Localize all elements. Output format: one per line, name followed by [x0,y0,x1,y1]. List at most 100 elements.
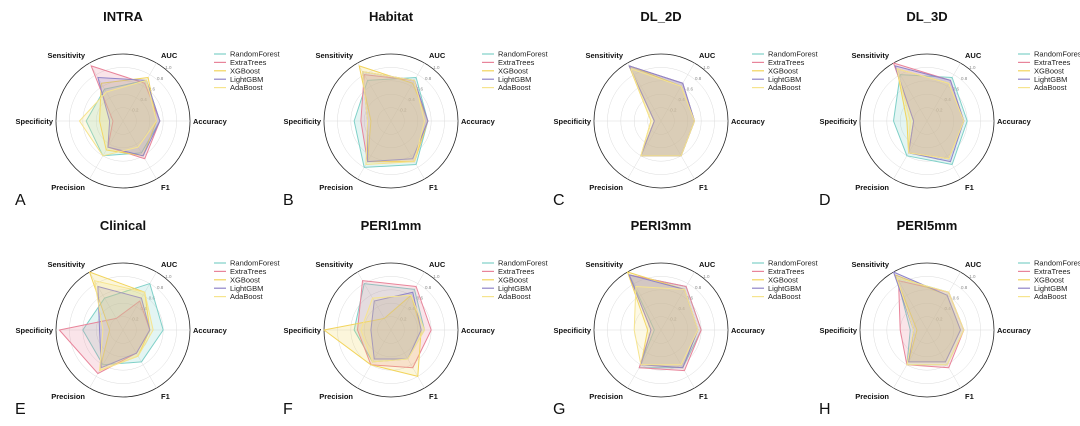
radar-panel-h: PERI5mm H AUC Accuracy F1 Precision Specificit… [819,218,1080,418]
series-adaboost [630,68,695,157]
axis-label: Precision [319,183,353,192]
legend-entry: ExtraTrees [230,267,267,276]
series-randomforest [893,74,968,166]
series-adaboost [896,68,965,160]
axis-label: AUC [965,260,982,269]
radar-spoke [627,62,662,122]
axis-label: Accuracy [193,117,228,126]
radial-tick-label: 1.0 [703,274,710,279]
radar-spoke [893,120,928,180]
radial-tick-label: 0.2 [936,107,943,112]
radar-panel-c: DL_2D C AUC Accuracy F1 Precision Specificity S… [553,9,819,209]
panel-title: PERI1mm [361,218,422,233]
legend-entry: LightGBM [230,284,263,293]
legend-entry: ExtraTrees [498,267,535,276]
radial-tick-label: 0.4 [409,306,416,311]
radial-tick-label: 0.8 [157,285,164,290]
radar-spoke [627,329,662,389]
axis-label: Sensitivity [315,51,353,60]
radial-tick-label: 1.0 [165,274,172,279]
radar-spoke [122,329,157,389]
axis-label: Precision [51,392,85,401]
radar-panel-g: PERI3mm G AUC Accuracy F1 Precision Specificit… [553,218,819,418]
radial-tick-label: 0.2 [400,316,407,321]
axis-label: Specificity [819,117,857,126]
radar-spoke [660,120,695,180]
axis-label: Accuracy [997,326,1032,335]
legend-entry: XGBoost [1034,275,1065,284]
legend-entry: ExtraTrees [498,58,535,67]
legend-entry: ExtraTrees [230,58,267,67]
radar-panel-f: PERI1mm F AUC Accuracy F1 Precision Specificit… [283,218,549,418]
radial-tick-label: 0.2 [670,107,677,112]
legend-entry: XGBoost [768,275,799,284]
axis-label: AUC [161,51,178,60]
series-adaboost [78,79,157,157]
axis-label: Specificity [283,117,321,126]
series-lightgbm [97,76,161,157]
legend-entry: XGBoost [230,275,261,284]
panel-label: G [553,401,565,418]
legend-entry: LightGBM [498,75,531,84]
panel-label: F [283,401,293,418]
legend-entry: LightGBM [768,284,801,293]
legend-entry: LightGBM [230,75,263,84]
radial-tick-label: 1.0 [433,274,440,279]
axis-label: Sensitivity [585,51,623,60]
legend-entry: ExtraTrees [1034,267,1071,276]
legend-entry: RandomForest [230,259,281,268]
radar-spoke [122,120,157,180]
axis-label: Accuracy [461,326,496,335]
radar-spoke [390,62,425,122]
radial-tick-label: 1.0 [969,274,976,279]
radial-tick-label: 0.4 [141,97,148,102]
radar-spoke [926,329,961,389]
axis-label: Sensitivity [315,260,353,269]
axis-label: Sensitivity [585,260,623,269]
radar-panel-d: DL_3D D AUC Accuracy F1 Precision Specificity S… [819,9,1080,209]
panel-label: H [819,401,831,418]
panel-label: A [15,192,26,209]
radar-panel-e: Clinical E AUC Accuracy F1 Precision Specifici… [15,218,281,418]
series-lightgbm [370,291,422,360]
legend-entry: RandomForest [498,259,549,268]
radial-tick-label: 0.6 [417,86,424,91]
axis-label: Sensitivity [47,260,85,269]
radial-tick-label: 0.6 [149,86,156,91]
radial-tick-label: 0.4 [409,97,416,102]
radial-tick-label: 1.0 [433,65,440,70]
radar-panel-a: INTRA A AUC Accuracy F1 Precision Specificity S… [15,9,281,209]
radial-tick-label: 0.2 [132,107,139,112]
radar-spoke [627,120,662,180]
legend-entry: AdaBoost [768,292,801,301]
axis-label: Sensitivity [851,51,889,60]
panel-label: D [819,192,831,209]
legend-entry: RandomForest [498,50,549,59]
axis-label: AUC [699,260,716,269]
axis-label: AUC [429,51,446,60]
panel-title: Clinical [100,218,146,233]
panel-title: Habitat [369,9,414,24]
legend-entry: AdaBoost [768,83,801,92]
panel-label: B [283,192,294,209]
radial-tick-label: 0.4 [679,306,686,311]
axis-label: Sensitivity [851,260,889,269]
radar-spoke [660,271,695,331]
axis-label: F1 [699,183,708,192]
legend-entry: AdaBoost [230,83,263,92]
axis-label: AUC [699,51,716,60]
radar-spoke [357,120,392,180]
legend-entry: RandomForest [768,50,819,59]
legend-entry: LightGBM [1034,284,1067,293]
radial-tick-label: 1.0 [703,65,710,70]
axis-label: Precision [855,183,889,192]
radar-spoke [926,62,961,122]
radial-tick-label: 0.2 [400,107,407,112]
radial-tick-label: 0.8 [695,76,702,81]
series-adaboost [94,280,154,372]
axis-label: F1 [965,392,974,401]
legend-entry: RandomForest [1034,259,1080,268]
axis-label: Precision [589,392,623,401]
radial-tick-label: 0.6 [953,295,960,300]
series-lightgbm [97,285,151,369]
